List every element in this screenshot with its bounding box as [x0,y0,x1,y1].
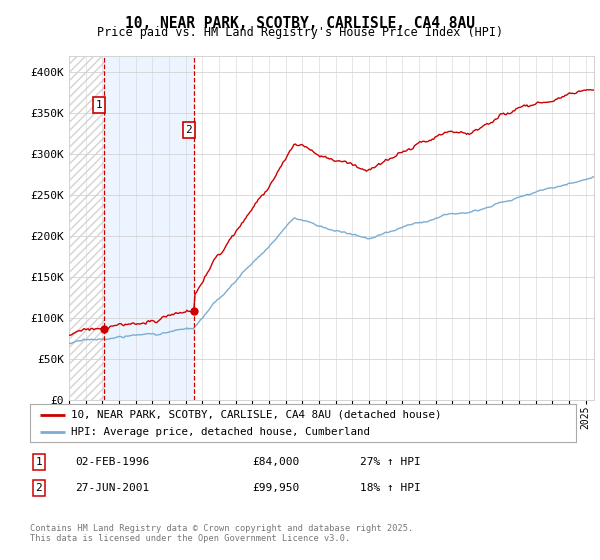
Text: 1: 1 [35,457,43,467]
Text: Price paid vs. HM Land Registry's House Price Index (HPI): Price paid vs. HM Land Registry's House … [97,26,503,39]
Text: 18% ↑ HPI: 18% ↑ HPI [360,483,421,493]
Text: 1: 1 [95,100,102,110]
Text: £99,950: £99,950 [252,483,299,493]
Text: 02-FEB-1996: 02-FEB-1996 [75,457,149,467]
Bar [194,56,594,400]
Text: £84,000: £84,000 [252,457,299,467]
Bar [69,56,104,400]
Bar [104,56,194,400]
Text: 27-JUN-2001: 27-JUN-2001 [75,483,149,493]
Text: HPI: Average price, detached house, Cumberland: HPI: Average price, detached house, Cumb… [71,427,370,437]
Text: 2: 2 [35,483,43,493]
Text: 10, NEAR PARK, SCOTBY, CARLISLE, CA4 8AU: 10, NEAR PARK, SCOTBY, CARLISLE, CA4 8AU [125,16,475,31]
Text: Contains HM Land Registry data © Crown copyright and database right 2025.
This d: Contains HM Land Registry data © Crown c… [30,524,413,543]
Text: 27% ↑ HPI: 27% ↑ HPI [360,457,421,467]
Text: 2: 2 [185,125,192,135]
Text: 10, NEAR PARK, SCOTBY, CARLISLE, CA4 8AU (detached house): 10, NEAR PARK, SCOTBY, CARLISLE, CA4 8AU… [71,409,442,419]
